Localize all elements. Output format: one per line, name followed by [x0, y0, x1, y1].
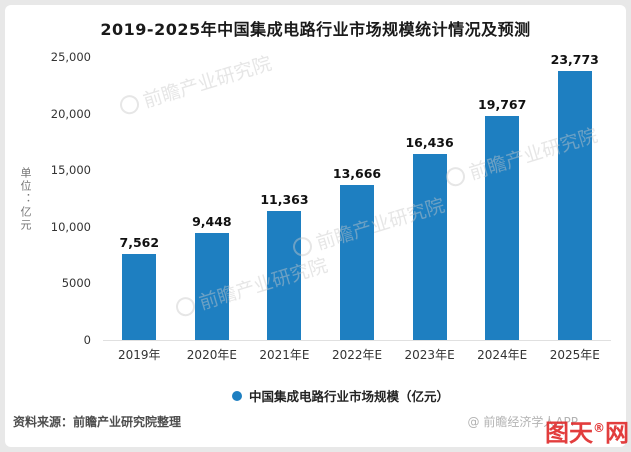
- registered-mark-icon: ®: [593, 421, 605, 435]
- y-axis-tick: 5000: [61, 276, 91, 291]
- x-axis-label: 2020年E: [186, 348, 237, 362]
- bar-group: 7,562: [103, 57, 176, 340]
- bar-group: 19,767: [466, 57, 539, 340]
- bar-value-label: 19,767: [478, 97, 527, 113]
- legend-label: 中国集成电路行业市场规模（亿元）: [248, 389, 449, 404]
- bar-group: 23,773: [538, 52, 611, 340]
- legend: 中国集成电路行业市场规模（亿元）: [55, 386, 626, 405]
- bar: [122, 254, 157, 340]
- chart-title: 2019-2025年中国集成电路行业市场规模统计情况及预测: [100, 20, 531, 39]
- bar: [412, 153, 447, 340]
- bar-value-label: 11,363: [260, 192, 309, 208]
- source-text: 资料来源：前瞻产业研究院整理: [13, 415, 182, 429]
- y-axis-tick: 20,000: [50, 106, 91, 121]
- bar: [194, 233, 229, 340]
- chart-panel: 2019-2025年中国集成电路行业市场规模统计情况及预测 单位：亿元 0 500…: [5, 5, 626, 447]
- y-axis-tick: 25,000: [50, 50, 91, 64]
- y-axis-unit-label: 单位：亿元: [19, 167, 32, 232]
- bar-value-label: 16,436: [405, 134, 454, 150]
- x-axis-label: 2025年E: [549, 348, 600, 362]
- bar: [267, 211, 302, 340]
- x-axis-labels: 2019年 2020年E 2021年E 2022年E 2023年E 2024年E 2025年…: [103, 346, 611, 363]
- x-axis-label: 2022年E: [331, 348, 383, 362]
- bar-value-label: 13,666: [332, 166, 382, 182]
- y-axis-tick: 15,000: [50, 163, 91, 178]
- bar: [340, 185, 375, 340]
- bar-value-label: 9,448: [192, 214, 232, 230]
- bar-group: 9,448: [176, 57, 249, 340]
- bar: [557, 70, 592, 340]
- credit-text: @ 前瞻经济学人APP: [467, 415, 579, 429]
- bar-group: 11,363: [248, 57, 321, 340]
- x-axis-label: 2019年: [118, 348, 161, 362]
- y-axis-tick: 10,000: [50, 219, 91, 234]
- bar-group: 16,436: [393, 57, 466, 340]
- y-axis: 0 5000 10,000 15,000 20,000 25,000: [49, 50, 97, 347]
- bar-group: 13,666: [321, 57, 394, 340]
- x-axis-label: 2023年E: [404, 348, 455, 362]
- plot-area: 7,562 9,448 11,363 13,666 16,436 19,767 23,773: [103, 52, 611, 341]
- bar-value-label: 23,773: [550, 51, 599, 67]
- red-stamp-watermark: 图天®网: [545, 419, 629, 447]
- y-axis-tick: 0: [83, 333, 91, 347]
- bar: [485, 116, 520, 340]
- x-axis-label: 2024年E: [477, 348, 528, 362]
- bar-value-label: 7,562: [119, 235, 160, 251]
- x-axis-label: 2021年E: [259, 348, 310, 362]
- footer: 资料来源：前瞻产业研究院整理 @ 前瞻经济学人APP: [13, 413, 616, 430]
- legend-marker-icon: [231, 390, 242, 401]
